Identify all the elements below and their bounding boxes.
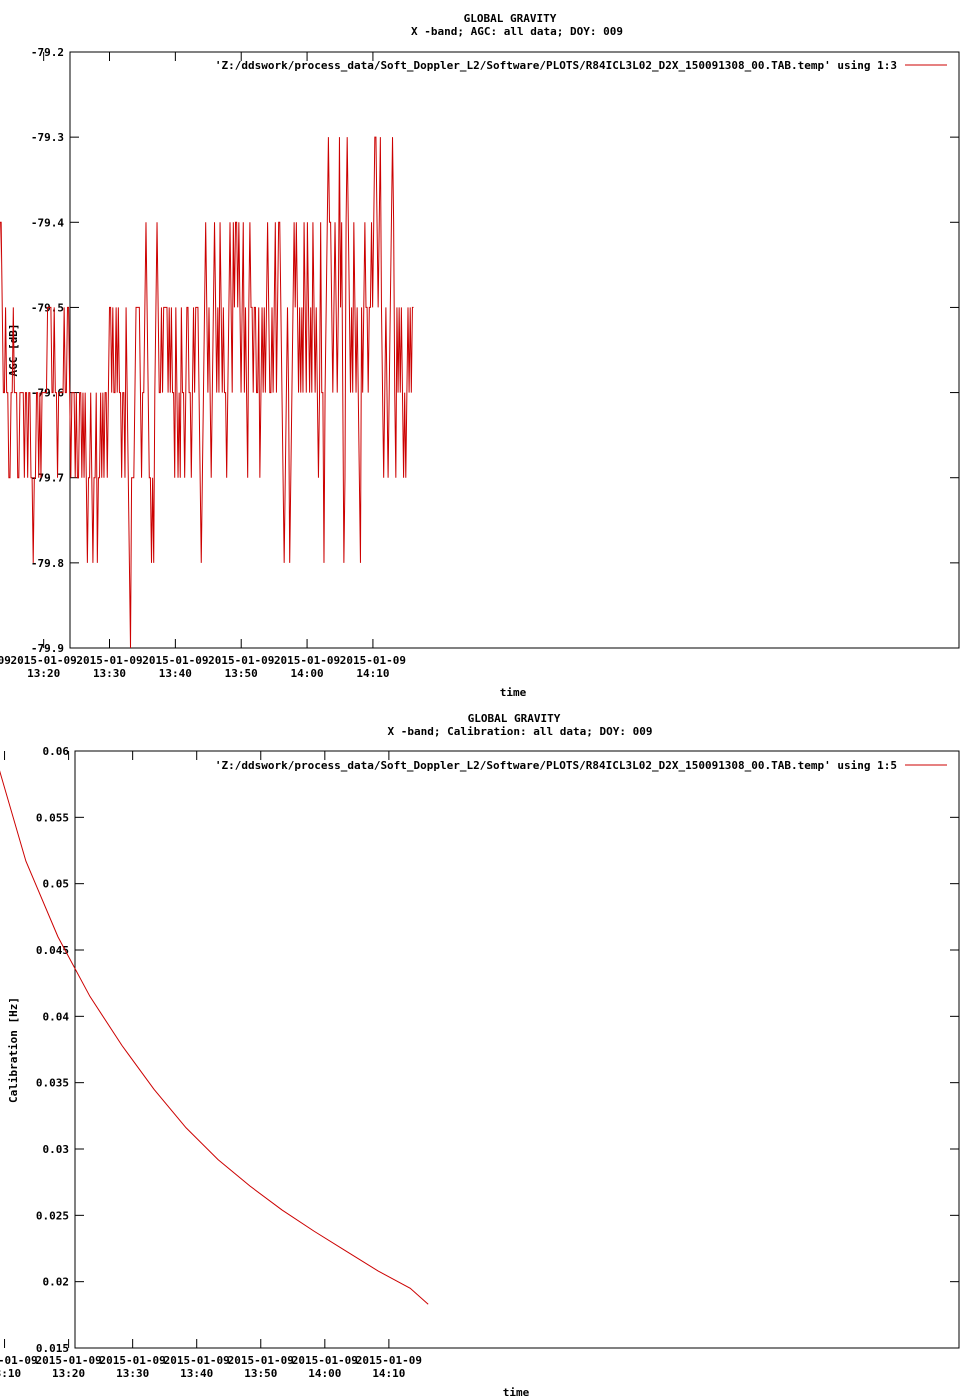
- agc-x-axis: 2015-01-0913:102015-01-0913:202015-01-09…: [0, 52, 406, 680]
- calibration-x-axis-label: time: [503, 1386, 530, 1399]
- calibration-y-tick-label: 0.05: [43, 878, 70, 891]
- agc-x-tick-date: 2015-01-09: [340, 654, 406, 667]
- calibration-x-tick-date: 2015-01-09: [292, 1354, 358, 1367]
- agc-x-axis-label: time: [500, 686, 527, 699]
- calibration-chart-title: GLOBAL GRAVITY: [468, 712, 561, 725]
- calibration-x-tick-date: 2015-01-09: [164, 1354, 230, 1367]
- calibration-plot-frame: [74, 750, 960, 1349]
- agc-chart-subtitle: X -band; AGC: all data; DOY: 009: [411, 25, 623, 38]
- agc-chart: GLOBAL GRAVITY X -band; AGC: all data; D…: [0, 12, 960, 699]
- calibration-y-tick-label: 0.04: [43, 1010, 70, 1023]
- calibration-y-tick-label: 0.055: [36, 811, 69, 824]
- agc-x-tick-date: 2015-01-09: [11, 654, 77, 667]
- calibration-x-axis: 2015-01-0913:102015-01-0913:202015-01-09…: [0, 751, 422, 1380]
- calibration-y-axis-label: Calibration [Hz]: [7, 997, 20, 1103]
- agc-legend: 'Z:/ddswork/process_data/Soft_Doppler_L2…: [215, 59, 947, 72]
- calibration-y-axis: 0.06 0.055 0.05 0.045 0.04 0.035 0.03 0.025 0.02…: [36, 745, 959, 1355]
- agc-x-tick-date: 2015-01-09: [0, 654, 11, 667]
- agc-x-tick-time: 13:20: [27, 667, 60, 680]
- agc-x-tick-time: 13:40: [159, 667, 192, 680]
- agc-y-tick-label: -79.3: [31, 131, 64, 144]
- calibration-chart: GLOBAL GRAVITY X -band; Calibration: all…: [0, 712, 960, 1399]
- agc-legend-label: 'Z:/ddswork/process_data/Soft_Doppler_L2…: [215, 59, 897, 72]
- agc-x-tick-time: 13:50: [225, 667, 258, 680]
- calibration-y-tick-label: 0.02: [43, 1276, 70, 1289]
- calibration-legend: 'Z:/ddswork/process_data/Soft_Doppler_L2…: [215, 759, 947, 772]
- calibration-y-tick-label: 0.015: [36, 1342, 69, 1355]
- calibration-y-tick-label: 0.035: [36, 1077, 69, 1090]
- calibration-x-tick-time: 13:10: [0, 1367, 21, 1380]
- agc-y-tick-label: -79.6: [31, 387, 64, 400]
- agc-x-tick-time: 14:00: [291, 667, 324, 680]
- calibration-legend-label: 'Z:/ddswork/process_data/Soft_Doppler_L2…: [215, 759, 897, 772]
- calibration-y-tick-label: 0.03: [43, 1143, 70, 1156]
- agc-y-tick-label: -79.2: [31, 46, 64, 59]
- calibration-series-line: [0, 770, 429, 1305]
- agc-x-tick-date: 2015-01-09: [274, 654, 340, 667]
- calibration-x-tick-time: 13:20: [52, 1367, 85, 1380]
- calibration-x-tick-date: 2015-01-09: [228, 1354, 294, 1367]
- calibration-y-tick-label: 0.06: [43, 745, 70, 758]
- calibration-x-tick-date: 2015-01-09: [100, 1354, 166, 1367]
- agc-y-tick-label: -79.4: [31, 216, 64, 229]
- agc-y-tick-label: -79.8: [31, 557, 64, 570]
- agc-chart-title: GLOBAL GRAVITY: [464, 12, 557, 25]
- agc-x-tick-time: 13:30: [93, 667, 126, 680]
- agc-x-tick-date: 2015-01-09: [142, 654, 208, 667]
- agc-y-tick-label: -79.9: [31, 642, 64, 655]
- calibration-x-tick-time: 13:50: [244, 1367, 277, 1380]
- calibration-x-tick-time: 14:00: [308, 1367, 341, 1380]
- agc-x-tick-date: 2015-01-09: [208, 654, 274, 667]
- calibration-x-tick-date: 2015-01-09: [35, 1354, 101, 1367]
- agc-x-tick-date: 2015-01-09: [76, 654, 142, 667]
- calibration-x-tick-time: 13:30: [116, 1367, 149, 1380]
- agc-plot-frame: [69, 51, 960, 649]
- calibration-y-tick-label: 0.025: [36, 1209, 69, 1222]
- agc-x-tick-time: 14:10: [356, 667, 389, 680]
- calibration-x-tick-date: 2015-01-09: [0, 1354, 38, 1367]
- calibration-y-tick-label: 0.045: [36, 944, 69, 957]
- agc-series-line: [0, 136, 414, 649]
- calibration-x-tick-date: 2015-01-09: [356, 1354, 422, 1367]
- agc-y-axis: -79.2-79.3-79.4-79.5-79.6-79.7-79.8-79.9: [31, 46, 959, 655]
- calibration-x-tick-time: 14:10: [372, 1367, 405, 1380]
- calibration-chart-subtitle: X -band; Calibration: all data; DOY: 009: [388, 725, 653, 738]
- calibration-x-tick-time: 13:40: [180, 1367, 213, 1380]
